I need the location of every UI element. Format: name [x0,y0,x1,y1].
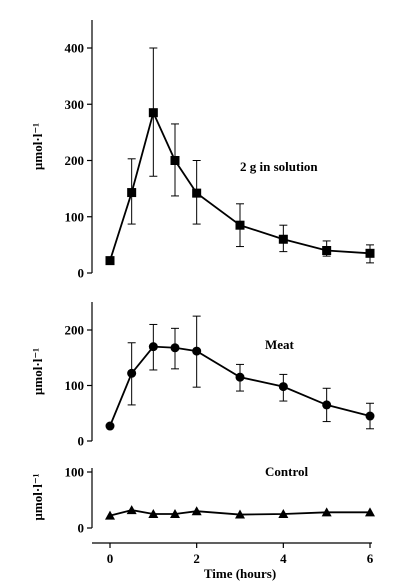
x-tick-label: 0 [107,551,114,566]
panel-1-y-tick-label: 100 [65,209,85,224]
panel-2-annotation: Meat [265,337,295,352]
panel-2-data-point-circle [170,343,180,353]
panel-3-data-point-triangle [191,506,202,516]
panel-1-annotation: 2 g in solution [240,159,318,174]
panel-3-y-axis-title: µmol·l⁻¹ [30,473,45,520]
panel-3-annotation: Control [265,464,308,479]
x-axis-title: Time (hours) [204,566,276,581]
axes-layer [87,20,372,548]
panel-2-y-tick-label: 100 [65,378,85,393]
panel-2-data-point-circle [192,346,202,356]
panel-1-data-point-square [278,234,288,244]
panel-2-data-point-circle [365,411,375,421]
panel-1-data-point-square [170,156,180,165]
panel-1-y-tick-label: 300 [65,97,85,112]
panel-1-y-axis-title: µmol·l⁻¹ [30,123,45,170]
marks-layer [105,47,375,520]
panel-2-data-point-circle [127,368,137,378]
panel-1-data-point-square [148,108,158,118]
panel-1-data-point-square [322,246,332,255]
panel-2-y-axis-title: µmol·l⁻¹ [30,348,45,395]
panel-3-data-point-triangle [170,509,180,518]
panel-3-data-point-triangle [126,505,137,515]
panel-1-data-point-square [235,220,245,230]
panel-1-data-point-square [127,188,137,198]
panel-2-y-tick-label: 200 [65,323,85,338]
panel-1-y-tick-label: 0 [78,266,85,281]
panel-2-data-point-circle [278,382,288,392]
panel-1-data-point-square [192,188,202,198]
panel-1-y-tick-label: 400 [65,41,85,56]
panel-2-data-point-circle [148,342,158,352]
panel-1-data-point-square [105,256,115,266]
panel-3-data-point-triangle [321,507,332,517]
panel-2-data-point-circle [235,372,245,382]
panel-1-data-point-square [365,248,375,258]
panel-3-data-point-triangle [278,509,289,518]
panel-2-y-tick-label: 0 [78,434,85,449]
panel-2-data-point-circle [105,421,115,431]
panel-1-y-tick-label: 200 [65,153,85,168]
x-tick-label: 2 [193,551,200,566]
panel-3-data-point-triangle [148,509,159,518]
panel-3-data-point-triangle [235,509,245,519]
panel-3-data-point-triangle [105,510,115,520]
panel-2-data-point-circle [322,400,332,410]
panel-3-y-tick-label: 100 [65,465,85,480]
panel-3-y-tick-label: 0 [78,521,85,536]
x-tick-label: 4 [280,551,287,566]
x-tick-label: 6 [367,551,374,566]
panel-3-data-point-triangle [365,507,375,517]
